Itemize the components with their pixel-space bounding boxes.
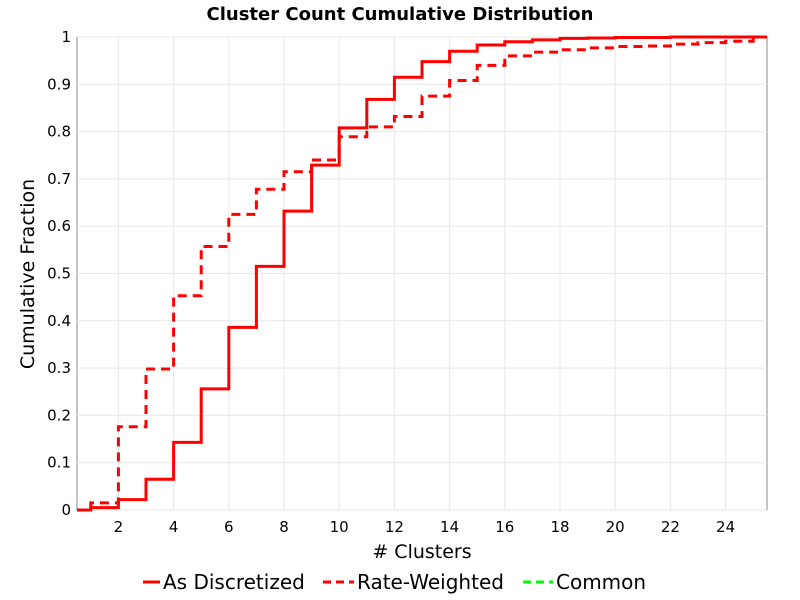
y-tick-label: 0.7 (47, 170, 71, 188)
y-tick-label: 0.1 (47, 454, 71, 472)
legend-label: As Discretized (163, 570, 305, 594)
series-line-as-discretized (77, 35, 767, 512)
legend-label: Rate-Weighted (357, 570, 504, 594)
x-axis-label: # Clusters (372, 541, 471, 563)
y-tick-label: 0.2 (47, 406, 71, 424)
y-tick-label: 1 (61, 28, 71, 46)
series-group (77, 35, 767, 512)
y-tick-label: 0.8 (47, 123, 71, 141)
x-tick-label: 18 (550, 518, 569, 536)
y-tick-label: 0.3 (47, 359, 71, 377)
x-tick-label: 2 (114, 518, 124, 536)
tick-labels: 2 4 6 8 10 12 14 16 18 20 22 2400.10.20.30.40.50.60… (47, 28, 735, 536)
x-tick-label: 10 (330, 518, 349, 536)
y-tick-label: 0.5 (47, 265, 71, 283)
x-tick-label: 20 (606, 518, 625, 536)
x-tick-label: 22 (661, 518, 680, 536)
chart-title: Cluster Count Cumulative Distribution (207, 4, 594, 25)
y-tick-label: 0.6 (47, 217, 71, 235)
x-tick-label: 4 (169, 518, 179, 536)
x-tick-label: 6 (224, 518, 234, 536)
x-tick-label: 12 (385, 518, 404, 536)
legend: As Discretized Rate-Weighted Common (143, 570, 646, 594)
y-tick-label: 0.4 (47, 312, 71, 330)
y-tick-label: 0 (61, 501, 71, 519)
x-tick-label: 16 (495, 518, 514, 536)
series-line-rate-weighted (77, 35, 767, 512)
y-axis-label: Cumulative Fraction (17, 179, 39, 369)
legend-label: Common (556, 570, 646, 594)
x-tick-label: 14 (440, 518, 459, 536)
x-tick-label: 24 (716, 518, 735, 536)
x-tick-label: 8 (279, 518, 289, 536)
y-tick-label: 0.9 (47, 75, 71, 93)
